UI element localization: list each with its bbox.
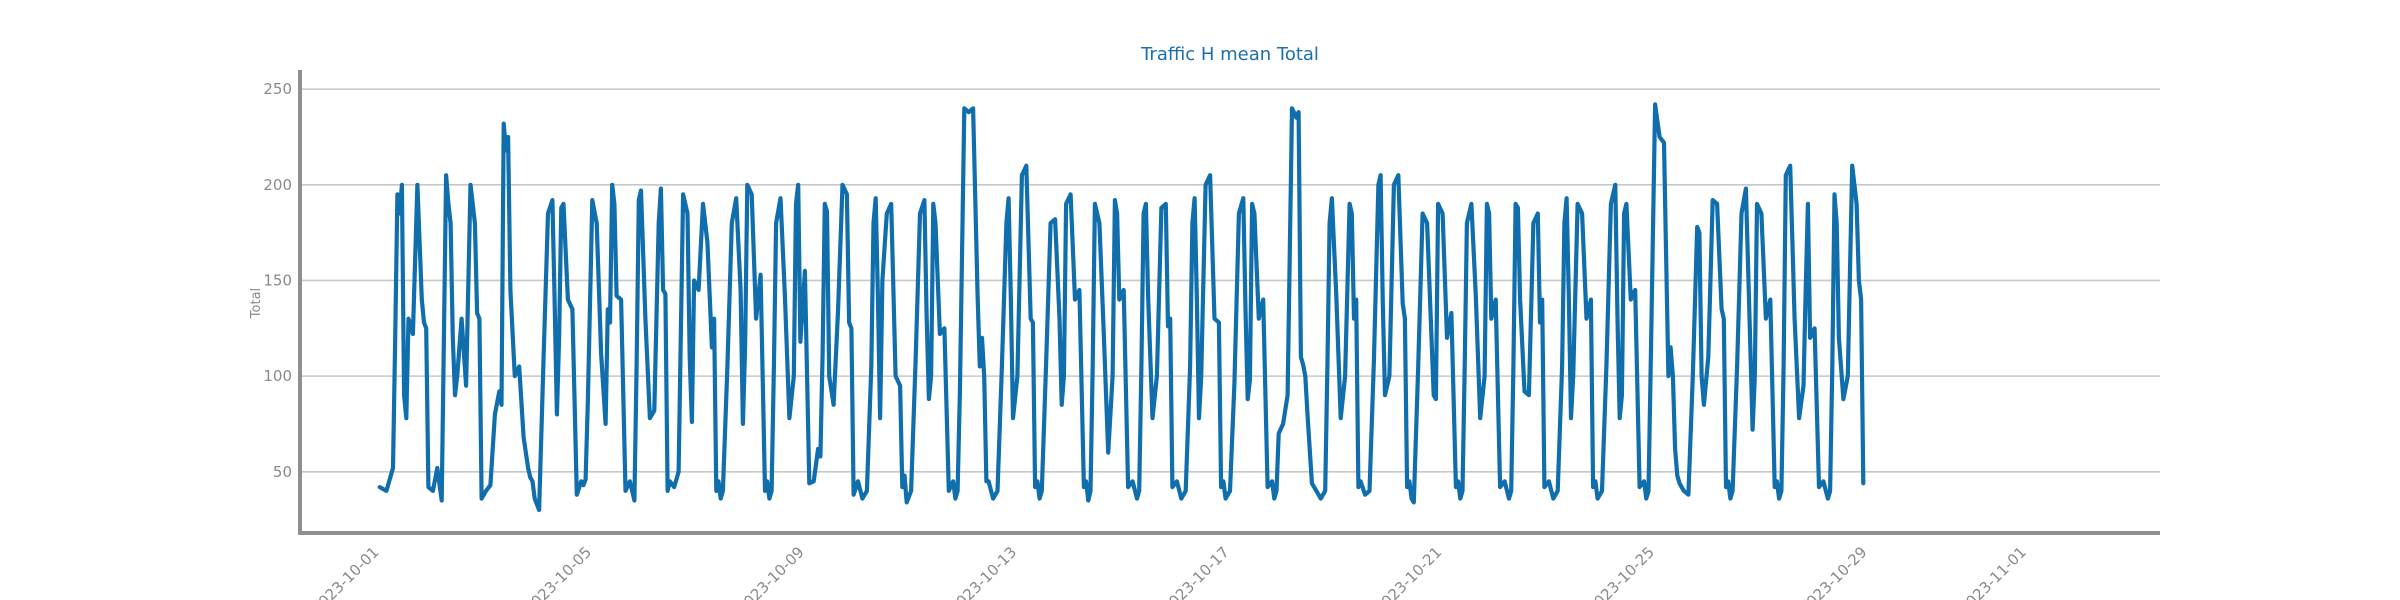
x-tick-label: 2023-10-29 — [1796, 543, 1870, 600]
series-line — [377, 102, 1866, 513]
x-axis-ticks: 2023-10-01 2023-10-05 2023-10-09 2023-10-13… — [308, 543, 2030, 600]
x-tick-label: 2023-10-05 — [521, 543, 595, 600]
x-tick-label: 2023-10-21 — [1371, 543, 1445, 600]
y-tick-label: 50 — [273, 463, 292, 481]
x-tick-label: 2023-10-17 — [1158, 543, 1232, 600]
series-group — [377, 102, 1866, 513]
x-tick-label: 2023-10-13 — [946, 543, 1020, 600]
y-tick-label: 150 — [263, 271, 292, 289]
y-tick-label: 100 — [263, 367, 292, 385]
x-tick-label: 2023-10-09 — [733, 543, 807, 600]
x-tick-label: 2023-10-25 — [1584, 543, 1658, 600]
x-tick-label: 2023-10-01 — [308, 543, 382, 600]
y-axis-label: Total — [249, 288, 264, 319]
y-tick-label: 200 — [263, 176, 292, 194]
x-tick-label: 2023-11-01 — [1956, 543, 2030, 600]
grid-lines — [300, 88, 2160, 473]
y-axis-ticks: 50 100 150 200 250 — [263, 80, 292, 481]
y-tick-label: 250 — [263, 80, 292, 98]
chart-title: Traffic H mean Total — [1140, 44, 1319, 65]
